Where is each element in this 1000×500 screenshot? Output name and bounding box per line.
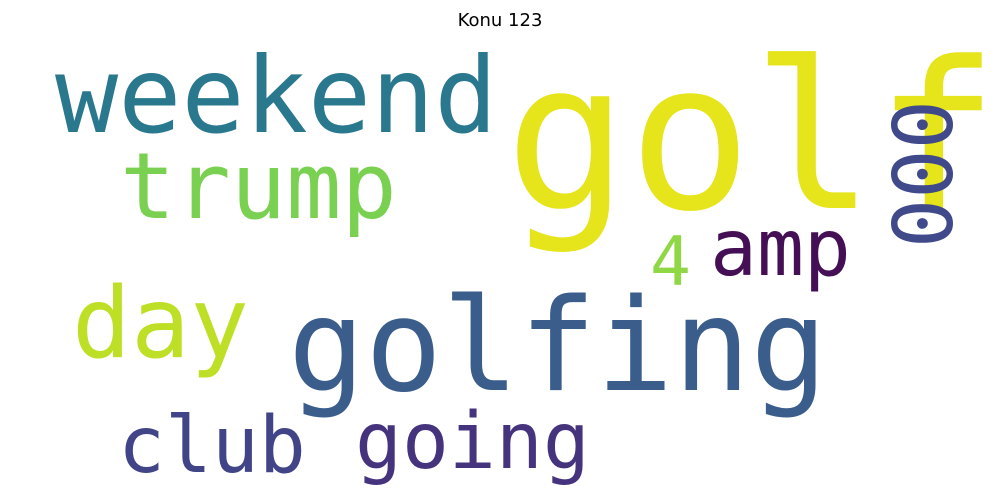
word-going: going [355,397,590,487]
word-golf: golf [505,19,999,257]
word-golfing: golfing [288,272,827,421]
word-trump: trump [120,133,397,240]
chart-title: Konu 123 [457,10,543,31]
word-4: 4 [650,223,691,302]
word-amp: amp [710,204,851,294]
word-weekend: weekend [55,35,498,157]
word-day: day [72,267,249,381]
word-club: club [118,401,306,491]
word-000: 000 [872,100,967,248]
